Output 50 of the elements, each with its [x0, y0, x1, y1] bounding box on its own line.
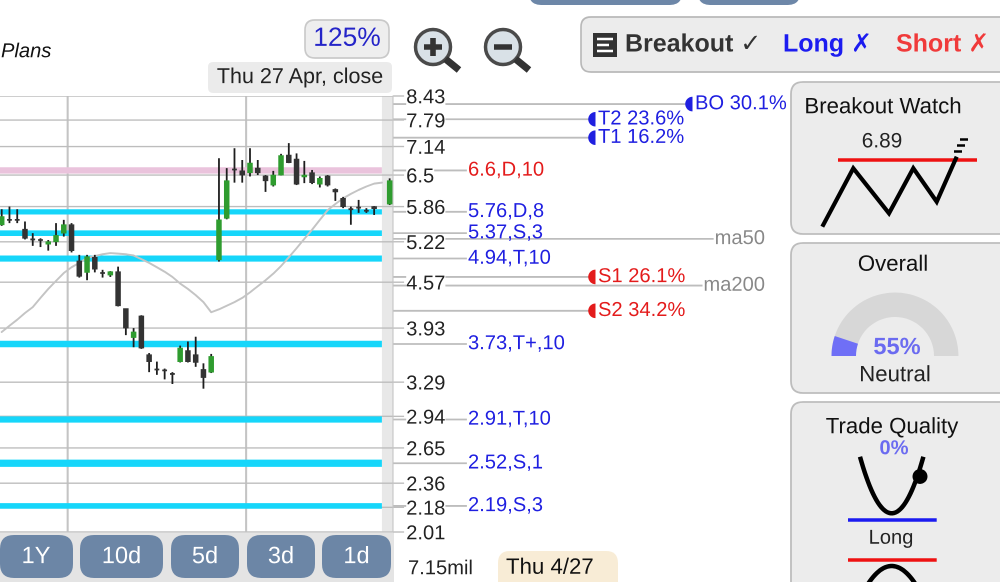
ref-line-label: 5.76,D,8	[468, 202, 544, 220]
y-tick-label: 5.86	[407, 200, 445, 214]
text: Trade Quality	[826, 417, 958, 438]
y-tick-label: 2.01	[407, 525, 444, 540]
ref-line-label: 4.94,T,10	[468, 250, 550, 266]
y-tick-label: 3.29	[406, 375, 444, 390]
ref-line-label: S2 34.2%	[598, 302, 685, 316]
y-tick-label: 2.65	[407, 441, 445, 456]
text: Thu 4/27	[506, 558, 593, 574]
ref-line-label: 2.91,T,10	[469, 410, 550, 428]
text: 5d	[192, 546, 217, 564]
ref-line-label: BO 30.1%	[696, 95, 786, 110]
y-tick-label: 7.79	[407, 113, 444, 128]
ref-line-label: ma200	[704, 276, 764, 291]
y-tick-label: 7.14	[407, 140, 445, 154]
ref-line-label: 5.37,S,3	[468, 224, 542, 241]
y-tick-label: 3.93	[406, 321, 445, 336]
text: Breakout Watch	[806, 97, 960, 114]
text: Thu 27 Apr, close	[217, 67, 382, 88]
text: 6.89	[862, 132, 902, 148]
y-tick-label: 6.5	[407, 168, 434, 183]
y-tick-label: 5.22	[407, 234, 444, 250]
y-tick-label: 4.57	[406, 276, 444, 290]
ref-line-label: 2.19,S,3	[469, 497, 542, 514]
text: Neutral	[861, 365, 930, 382]
text: 7.15mil	[409, 560, 472, 574]
y-tick-label: 2.18	[407, 500, 445, 515]
ref-line-label: ma50	[716, 230, 764, 244]
text: Long ✗	[784, 33, 869, 57]
y-tick-label: 8.43	[407, 89, 445, 104]
text: Short ✗	[896, 33, 986, 52]
ref-line-label: S1 26.1%	[598, 268, 685, 282]
ref-line-label: T2 23.6%	[598, 110, 684, 125]
text: 55%	[874, 338, 920, 354]
y-tick-label: 2.36	[407, 476, 445, 491]
ref-line-label: 2.52,S,1	[469, 454, 542, 472]
ref-line-label: 3.73,T+,10	[468, 335, 564, 352]
text: 3d	[268, 546, 293, 564]
text: 0%	[880, 440, 908, 454]
ref-line-label: 6.6,D,10	[469, 162, 544, 178]
text: Breakout ✓	[626, 33, 757, 52]
ref-line-label: T1 16.2%	[598, 128, 684, 144]
text: 125%	[315, 27, 380, 46]
text: 1d	[345, 546, 368, 564]
text: 1Y	[23, 546, 50, 564]
text: 10d	[104, 546, 140, 564]
text: Overall	[858, 254, 927, 271]
y-tick-label: 2.94	[407, 410, 445, 424]
text: Long	[870, 530, 912, 548]
text: Plans	[2, 42, 51, 58]
